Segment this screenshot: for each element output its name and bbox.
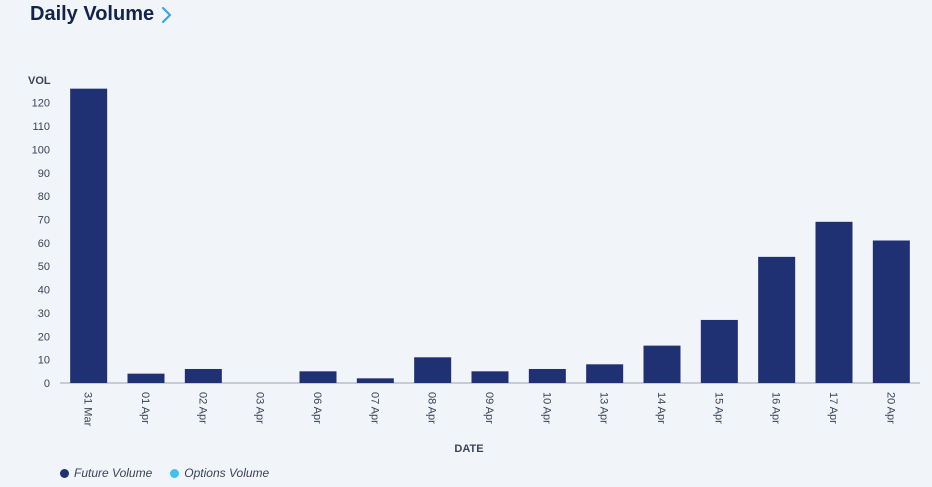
x-tick-label: 01 Apr — [139, 392, 151, 424]
legend-label-future: Future Volume — [74, 466, 153, 480]
x-tick-label: 15 Apr — [712, 392, 724, 424]
x-tick-label: 06 Apr — [311, 392, 323, 424]
bar-future-volume[interactable] — [184, 368, 222, 383]
bar-future-volume[interactable] — [758, 256, 796, 383]
x-tick-label: 08 Apr — [426, 392, 438, 424]
legend-item-options[interactable]: Options Volume — [170, 466, 269, 480]
bar-future-volume[interactable] — [643, 345, 681, 383]
y-tick-label: 70 — [38, 214, 50, 226]
bar-future-volume[interactable] — [414, 357, 452, 383]
bar-future-volume[interactable] — [586, 364, 624, 383]
bar-future-volume[interactable] — [528, 368, 566, 383]
x-tick-label: 16 Apr — [770, 392, 782, 424]
y-tick-label: 10 — [38, 355, 50, 367]
bar-future-volume[interactable] — [299, 371, 337, 383]
x-tick-label: 17 Apr — [827, 392, 839, 424]
y-tick-label: 40 — [38, 285, 50, 297]
chart-header: Daily Volume — [30, 3, 174, 26]
x-axis-title: DATE — [454, 443, 483, 455]
x-tick-label: 10 Apr — [540, 392, 552, 424]
bar-future-volume[interactable] — [127, 373, 165, 383]
y-axis-title: VOL — [28, 75, 51, 87]
bar-future-volume[interactable] — [872, 240, 910, 383]
x-tick-label: 09 Apr — [483, 392, 495, 424]
legend-label-options: Options Volume — [184, 466, 270, 480]
y-tick-label: 50 — [38, 261, 50, 273]
bar-future-volume[interactable] — [471, 371, 509, 383]
legend-item-future[interactable]: Future Volume — [60, 466, 152, 480]
bar-future-volume[interactable] — [356, 378, 394, 383]
x-tick-label: 03 Apr — [254, 392, 266, 424]
x-tick-label: 13 Apr — [598, 392, 610, 424]
bar-future-volume[interactable] — [700, 319, 738, 383]
y-tick-label: 120 — [32, 98, 50, 110]
legend-dot-future — [60, 468, 69, 478]
y-tick-label: 80 — [38, 191, 50, 203]
bar-future-volume[interactable] — [815, 221, 853, 383]
y-tick-label: 100 — [32, 144, 50, 156]
y-tick-label: 60 — [38, 238, 50, 250]
legend-dot-options — [170, 468, 180, 478]
y-tick-label: 90 — [38, 168, 50, 180]
y-tick-label: 20 — [38, 331, 50, 343]
x-tick-label: 02 Apr — [196, 392, 208, 424]
y-tick-label: 0 — [44, 378, 50, 390]
x-tick-label: 07 Apr — [368, 392, 380, 424]
x-tick-label: 31 Mar — [82, 392, 94, 427]
x-tick-label: 20 Apr — [884, 392, 896, 424]
y-tick-label: 110 — [32, 121, 50, 133]
chart-title[interactable]: Daily Volume — [30, 3, 155, 25]
y-tick-label: 30 — [38, 308, 50, 320]
legend: Future Volume Options Volume — [60, 466, 269, 480]
x-tick-label: 14 Apr — [655, 392, 667, 424]
bar-future-volume[interactable] — [70, 88, 108, 383]
chevron-right-icon[interactable] — [160, 4, 174, 26]
